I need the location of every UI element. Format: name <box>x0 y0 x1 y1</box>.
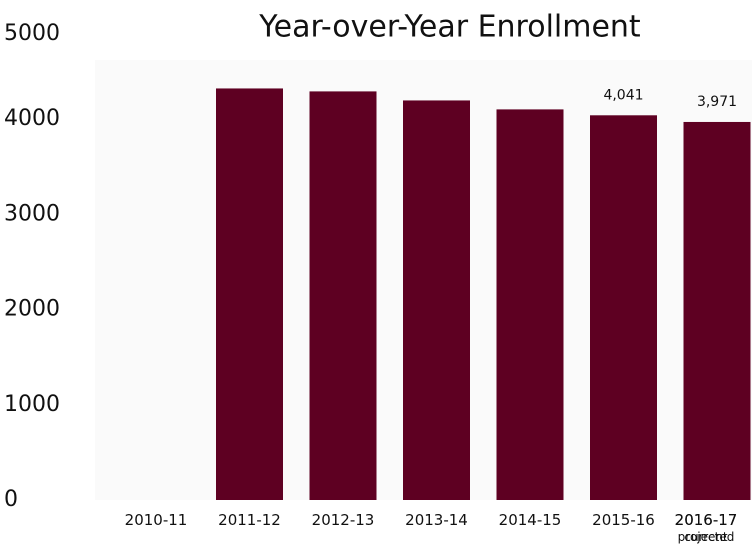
x-tick-label: 2014-15 <box>498 511 562 529</box>
value-label: 4,041 <box>603 87 643 103</box>
bar <box>683 121 751 500</box>
y-tick-label: 5000 <box>4 21 60 46</box>
bar <box>590 115 657 500</box>
x-tick-label: 2010-11 <box>124 511 188 529</box>
x-tick-label: 2016-17 projected <box>674 511 738 545</box>
x-tick-label: 2011-12 <box>218 511 281 529</box>
y-tick-label: 2000 <box>4 297 60 322</box>
chart-title: Year-over-Year Enrollment <box>258 10 641 45</box>
bar <box>309 91 377 500</box>
x-tick-label: 2013-14 <box>405 511 468 529</box>
value-label: 3,971 <box>697 94 737 110</box>
y-tick-label: 1000 <box>4 392 60 417</box>
x-tick-label: 2012-13 <box>311 511 375 529</box>
y-tick-label: 3000 <box>4 201 60 226</box>
y-tick-label: 0 <box>4 487 18 512</box>
x-tick-label: 2015-16 <box>592 511 655 529</box>
bar <box>496 109 564 500</box>
bar <box>403 100 470 500</box>
x-tick-label: 2016-17 current <box>674 511 738 545</box>
y-tick-label: 4000 <box>4 106 60 131</box>
bar <box>216 88 283 500</box>
